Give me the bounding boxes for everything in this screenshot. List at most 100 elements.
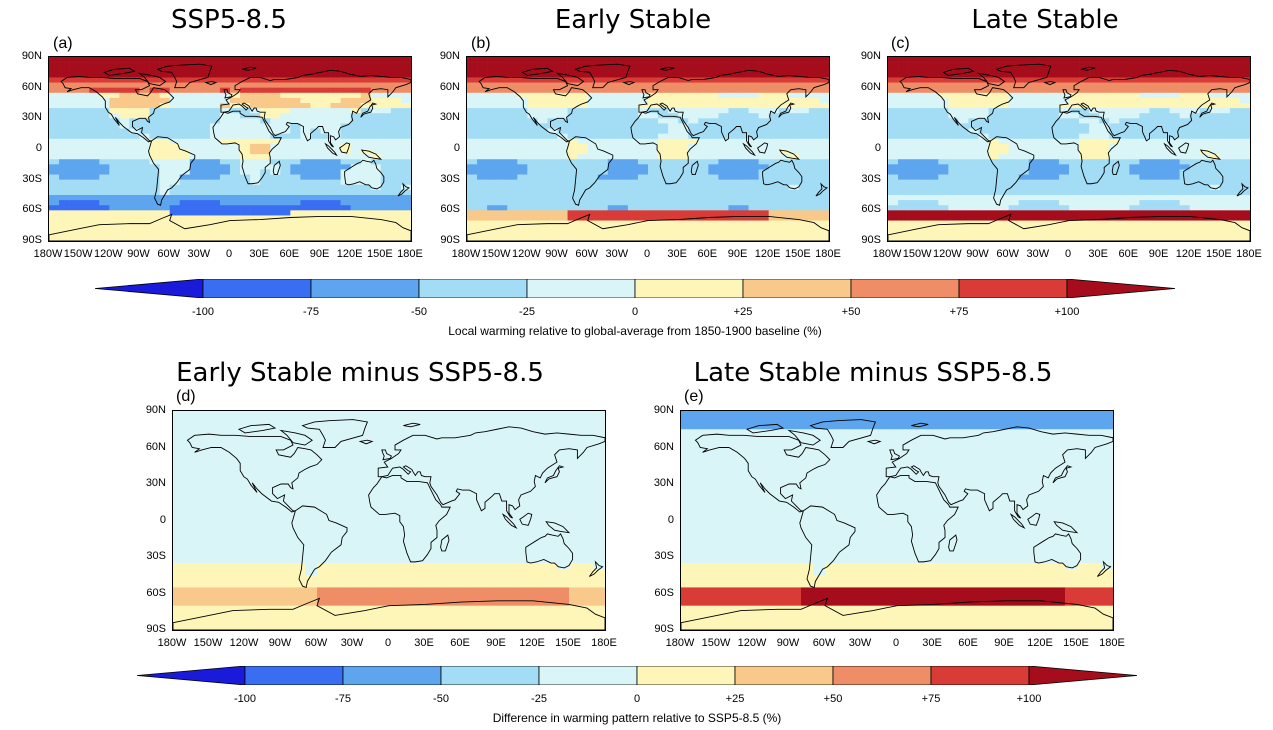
field-cell	[658, 154, 669, 160]
field-cell	[390, 57, 402, 63]
field-cell	[718, 164, 729, 170]
field-cell	[509, 471, 522, 479]
field-cell	[1109, 138, 1120, 145]
field-cell	[99, 72, 110, 78]
field-cell	[1169, 149, 1180, 155]
field-cell	[305, 563, 318, 570]
field-cell	[340, 97, 351, 104]
field-cell	[798, 179, 810, 186]
field-cell	[808, 82, 820, 88]
field-cell	[370, 143, 382, 150]
field-cell	[497, 128, 508, 134]
field-cell	[199, 184, 211, 191]
field-cell	[545, 538, 558, 546]
field-cell	[658, 62, 669, 68]
field-cell	[240, 195, 251, 201]
field-cell	[978, 179, 989, 186]
field-cell	[209, 477, 222, 485]
field-cell	[413, 411, 426, 418]
field-cell	[928, 143, 939, 150]
field-cell	[269, 423, 282, 430]
field-cell	[768, 215, 780, 221]
field-cell	[768, 149, 780, 155]
field-cell	[269, 496, 282, 503]
field-cell	[1209, 97, 1221, 104]
field-cell	[209, 97, 221, 104]
field-cell	[1079, 123, 1090, 129]
field-cell	[199, 220, 211, 226]
field-cell	[330, 128, 341, 134]
field-cell	[485, 490, 498, 497]
field-cell	[569, 459, 582, 467]
field-cell	[918, 113, 929, 119]
field-cell	[380, 235, 392, 241]
field-cell	[507, 235, 518, 241]
field-cell	[159, 128, 170, 134]
field-cell	[718, 215, 729, 221]
field-cell	[467, 97, 478, 104]
field-cell	[1109, 225, 1120, 232]
field-cell	[69, 205, 80, 211]
field-cell	[509, 563, 522, 570]
field-cell	[425, 496, 438, 503]
field-cell	[648, 143, 659, 150]
field-cell	[958, 205, 969, 211]
field-cell	[1018, 179, 1030, 186]
field-cell	[300, 215, 311, 221]
field-cell	[547, 189, 558, 196]
field-cell	[778, 82, 790, 88]
field-cell	[637, 235, 649, 241]
field-cell	[109, 200, 120, 206]
field-cell	[497, 453, 510, 461]
field-cell	[173, 550, 186, 558]
field-cell	[658, 82, 669, 88]
field-cell	[380, 149, 392, 155]
field-cell	[330, 210, 341, 216]
field-cell	[1229, 189, 1241, 196]
field-cell	[688, 205, 699, 211]
field-cell	[69, 113, 80, 119]
field-cell	[1159, 159, 1170, 165]
field-cell	[473, 453, 486, 461]
field-cell	[998, 169, 1009, 175]
field-cell	[240, 123, 251, 129]
field-cell	[708, 184, 719, 191]
field-cell	[305, 520, 318, 527]
field-cell	[577, 174, 588, 180]
field-cell	[1028, 108, 1040, 114]
field-cell	[497, 133, 508, 140]
field-cell	[365, 465, 378, 473]
field-cell	[1099, 174, 1110, 180]
field-cell	[1018, 195, 1030, 201]
field-cell	[485, 544, 498, 552]
field-cell	[978, 128, 989, 134]
field-cell	[748, 169, 759, 175]
field-cell	[668, 87, 679, 94]
field-cell	[230, 195, 241, 201]
field-cell	[497, 520, 510, 527]
field-cell	[918, 108, 929, 114]
field-cell	[89, 72, 100, 78]
field-cell	[1089, 133, 1100, 140]
field-cell	[998, 235, 1009, 241]
field-cell	[487, 179, 498, 186]
field-cell	[497, 174, 508, 180]
field-cell	[240, 57, 251, 63]
field-cell	[708, 77, 719, 83]
field-cell	[209, 67, 221, 73]
field-cell	[1149, 154, 1160, 160]
field-cell	[1129, 149, 1140, 155]
field-cell	[888, 195, 899, 201]
field-cell	[320, 67, 331, 73]
field-cell	[581, 417, 594, 424]
field-cell	[270, 195, 281, 201]
field-cell	[230, 97, 241, 104]
field-cell	[527, 235, 538, 241]
field-cell	[1129, 123, 1140, 129]
field-cell	[209, 113, 221, 119]
field-cell	[718, 205, 729, 211]
field-cell	[197, 520, 210, 527]
field-cell	[119, 154, 130, 160]
field-cell	[250, 179, 261, 186]
field-cell	[678, 103, 689, 109]
